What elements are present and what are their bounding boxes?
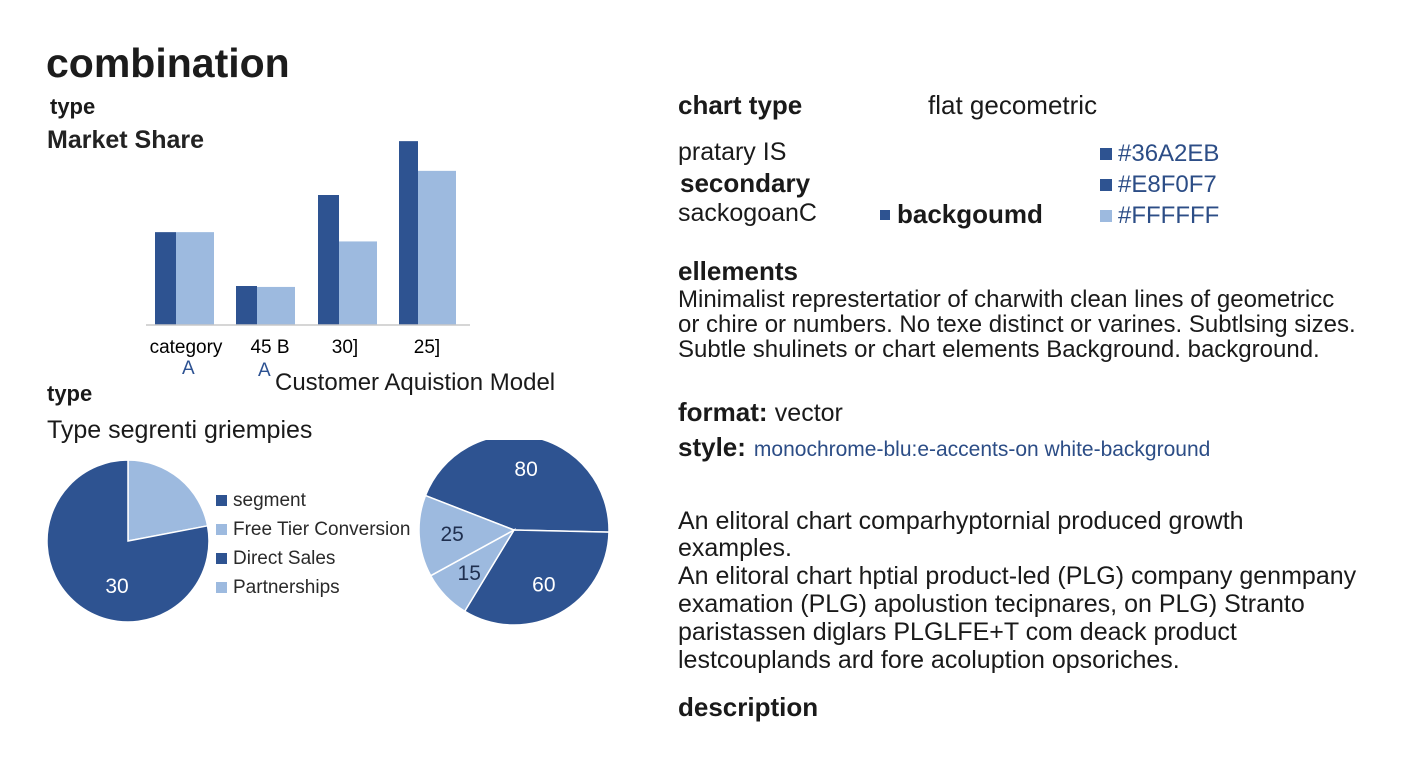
- legend-label: segment: [233, 489, 306, 511]
- page-title: combination: [46, 40, 290, 86]
- pie2-title: Customer Aquistion Model: [275, 369, 556, 396]
- bar: [155, 232, 176, 325]
- background-word-text: backgoumd: [897, 199, 1043, 229]
- bar: [318, 195, 339, 325]
- category-label: 45 B: [250, 337, 289, 358]
- pie-chart-segments: A30: [46, 459, 210, 623]
- pie-slice: [127, 459, 209, 542]
- legend-swatch: [216, 524, 227, 535]
- category-label: 30]: [332, 337, 358, 358]
- description-heading: description: [678, 692, 819, 722]
- paragraph-1: An elitoral chart comparhyptornial produ…: [678, 507, 1244, 562]
- bar: [339, 241, 377, 325]
- color-swatch: [1100, 210, 1112, 222]
- pie-slice-label: 25: [440, 523, 463, 546]
- primary-label: pratary IS: [678, 138, 787, 166]
- color-swatch: [1100, 148, 1112, 160]
- pie-slice-label: 80: [514, 458, 537, 481]
- bar: [399, 141, 418, 325]
- chart-type-label: chart type: [678, 90, 803, 120]
- pie-slice-label: 30: [105, 575, 128, 598]
- legend-swatch: [216, 582, 227, 593]
- style-label: style:: [678, 432, 746, 462]
- pie2-title-prefix: A: [258, 360, 271, 381]
- background-label: sackogoanC: [678, 199, 817, 227]
- type-label-2: type: [47, 381, 93, 406]
- legend-swatch: [216, 553, 227, 564]
- hex-background-text: #FFFFFF: [1118, 202, 1220, 229]
- elements-heading: ellements: [678, 256, 798, 286]
- bar-chart-title: Market Share: [47, 126, 205, 154]
- type-label: type: [50, 94, 96, 119]
- category-label: 25]: [414, 337, 440, 358]
- square-icon: [880, 209, 890, 220]
- chart-type-value: flat gecometric: [928, 90, 1098, 120]
- legend-label: Free Tier Conversion: [233, 518, 411, 540]
- color-swatch: [1100, 179, 1112, 191]
- pie-legend: segment Free Tier Conversion Direct Sale…: [216, 486, 410, 602]
- bar: [176, 232, 214, 325]
- secondary-label: secondary: [680, 168, 811, 198]
- legend-swatch: [216, 495, 227, 506]
- elements-text: Minimalist represtertatior of charwith c…: [678, 286, 1356, 363]
- category-label: category: [150, 337, 223, 358]
- paragraph-2: An elitoral chart hptial product-led (PL…: [678, 562, 1357, 674]
- format-label: format:: [678, 397, 768, 427]
- category-sublabel: A: [182, 358, 195, 379]
- hex-secondary: #E8F0F7: [1100, 171, 1217, 199]
- pie-slice-label: 60: [532, 573, 555, 596]
- legend-item: Partnerships: [216, 573, 410, 602]
- bar-chart: category 45 B 30] 25]: [146, 141, 470, 358]
- style-row: style: monochrome-blu:e-accents-on white…: [678, 432, 1210, 463]
- pie-slice: [46, 459, 210, 623]
- background-word: backgoumd: [880, 199, 1043, 230]
- legend-label: Partnerships: [233, 576, 340, 598]
- legend-item: segment: [216, 486, 410, 515]
- pie-slice: [463, 529, 610, 626]
- legend-item: Free Tier Conversion: [216, 515, 410, 544]
- hex-secondary-text: #E8F0F7: [1118, 171, 1217, 198]
- pie-slice: [418, 494, 516, 577]
- hex-primary-text: #36A2EB: [1118, 140, 1220, 167]
- bar: [236, 286, 257, 325]
- hex-primary: #36A2EB: [1100, 140, 1219, 168]
- pie-chart-acquisition: 80 60 15 25: [418, 440, 610, 626]
- format-row: format: vector: [678, 397, 843, 428]
- hex-background: #FFFFFF: [1100, 202, 1219, 230]
- bar: [418, 170, 456, 325]
- bar: [257, 286, 295, 325]
- style-value: monochrome-blu:e-accents-on white-backgr…: [753, 438, 1211, 461]
- format-value: vector: [774, 399, 843, 427]
- legend-label: Direct Sales: [233, 547, 336, 569]
- pie-slice-label: 15: [458, 562, 481, 585]
- legend-item: Direct Sales: [216, 544, 410, 573]
- pie-charts: A30 80 60 15 25: [46, 440, 610, 626]
- pie1-title: Type segrenti griempies: [47, 416, 313, 444]
- pie-slice: [424, 440, 610, 533]
